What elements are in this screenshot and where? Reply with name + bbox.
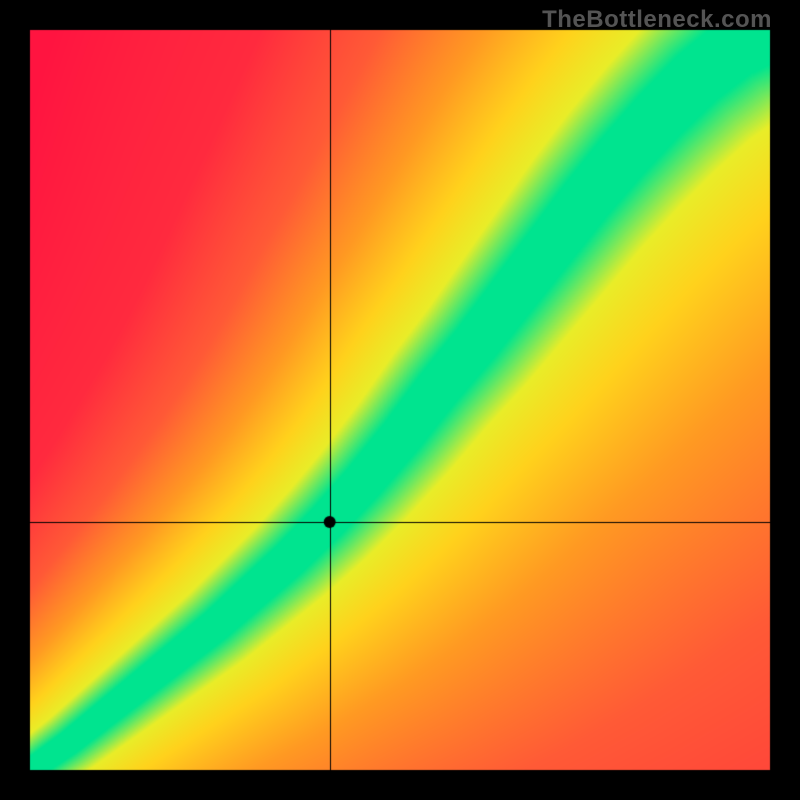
bottleneck-heatmap-canvas <box>0 0 800 800</box>
watermark-text: TheBottleneck.com <box>542 6 772 34</box>
chart-container: TheBottleneck.com <box>0 0 800 800</box>
